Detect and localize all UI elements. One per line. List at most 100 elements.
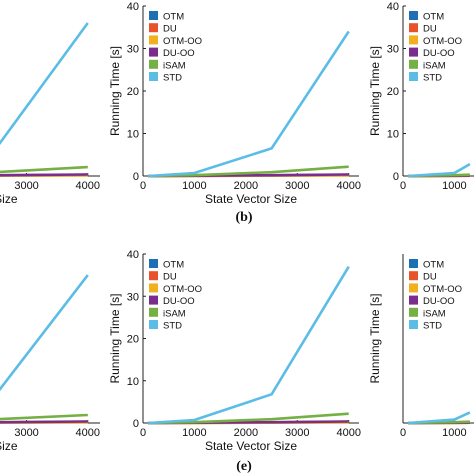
x-tick-label: 3000 <box>285 180 309 192</box>
legend-entry: OTM-OO <box>163 36 202 47</box>
legend-entry: STD <box>423 321 442 332</box>
x-tick-label: 4000 <box>336 427 360 439</box>
series-group <box>0 22 89 177</box>
y-tick-label: 0 <box>393 171 399 183</box>
x-tick-label: 1000 <box>182 180 206 192</box>
legend-entry: DU-OO <box>163 48 195 59</box>
y-tick-label: 0 <box>133 171 139 183</box>
x-tick-label: 1000 <box>442 427 466 439</box>
legend-entry: OTM-OO <box>163 284 202 295</box>
x-tick-label: 0 <box>400 427 406 439</box>
series-line-std <box>408 162 471 178</box>
x-axis-label: State Vector Size <box>205 192 297 206</box>
legend-entry: OTM <box>163 260 184 271</box>
legend-swatch <box>149 259 158 268</box>
caption-b: (b) <box>235 210 252 225</box>
legend-entry: DU <box>423 272 437 283</box>
y-tick-label: 40 <box>127 249 139 261</box>
series-line-isam <box>0 413 88 421</box>
series-group <box>148 266 350 425</box>
x-tick-label: 4000 <box>336 180 360 192</box>
x-tick-label: 4000 <box>76 427 100 439</box>
series-line-std <box>148 266 350 425</box>
chart-panel-e: 0 10 20 30 40 0 1000 2000 3000 4000 State Vector S… <box>108 249 361 453</box>
y-tick-label: 40 <box>127 1 139 13</box>
legend-entry: STD <box>423 73 442 84</box>
legend-entry: DU <box>163 272 177 283</box>
y-tick-label: 10 <box>127 376 139 388</box>
legend-swatch <box>409 72 418 81</box>
y-tick-label: 0 <box>133 418 139 430</box>
y-tick-label: 10 <box>127 129 139 141</box>
series-group <box>408 162 471 178</box>
x-tick-label: 3000 <box>285 427 309 439</box>
legend-swatch <box>409 47 418 57</box>
legend-entry: STD <box>163 321 182 332</box>
x-axis-label: State Vector Size <box>205 439 297 453</box>
legend-entry: STD <box>163 73 182 84</box>
legend-entry: OTM-OO <box>423 284 462 295</box>
x-tick-label: 2000 <box>234 180 258 192</box>
y-tick-label: 10 <box>387 129 399 141</box>
chart-panel-d: 3000 4000 State Vector Size <box>0 274 100 453</box>
series-line-std <box>408 411 471 425</box>
y-tick-label: 30 <box>127 291 139 303</box>
legend-swatch <box>149 295 158 305</box>
x-axis-label: State Vector Size <box>0 192 18 206</box>
x-tick-label: 0 <box>140 427 146 439</box>
legend-swatch <box>149 35 158 45</box>
legend-entry: iSAM <box>163 60 186 71</box>
series-line-std <box>148 30 350 178</box>
series-line-du-oo <box>0 173 88 177</box>
legend-entry: iSAM <box>423 60 446 71</box>
y-tick-label: 20 <box>127 86 139 98</box>
chart-panel-b: 0 10 20 30 40 0 1000 2000 3000 4000 State Vector S… <box>108 1 361 206</box>
legend-entry: OTM-OO <box>423 36 462 47</box>
x-tick-label: 3000 <box>14 427 38 439</box>
series-line-std <box>0 22 89 146</box>
y-tick-label: 20 <box>387 86 399 98</box>
legend-swatch <box>409 59 418 69</box>
y-axis-label: Running Time [s] <box>368 46 382 136</box>
legend-entry: DU-OO <box>423 296 455 307</box>
series-line-isam <box>0 165 88 174</box>
y-tick-label: 30 <box>387 44 399 56</box>
legend-swatch <box>409 271 418 281</box>
y-tick-label: 20 <box>127 334 139 346</box>
legend-swatch <box>409 283 418 293</box>
legend-entry: OTM <box>423 12 444 23</box>
y-axis-label: Running Time [s] <box>108 293 122 383</box>
x-tick-label: 0 <box>140 180 146 192</box>
x-tick-label: 2000 <box>234 427 258 439</box>
legend-swatch <box>409 11 418 20</box>
legend-swatch <box>149 72 158 81</box>
legend-entry: DU-OO <box>423 48 455 59</box>
legend-swatch <box>149 320 158 329</box>
legend-entry: OTM <box>423 260 444 271</box>
series-group <box>148 30 350 178</box>
legend-swatch <box>149 307 158 317</box>
legend-swatch <box>149 23 158 33</box>
legend-swatch <box>409 307 418 317</box>
legend-swatch <box>149 283 158 293</box>
y-tick-label: 30 <box>127 44 139 56</box>
legend-swatch <box>409 23 418 33</box>
legend-swatch <box>409 35 418 45</box>
legend-entry: iSAM <box>423 308 446 319</box>
legend-swatch <box>149 47 158 57</box>
x-tick-label: 0 <box>400 180 406 192</box>
legend-swatch <box>149 59 158 69</box>
x-tick-label: 1000 <box>182 427 206 439</box>
legend-entry: DU <box>163 24 177 35</box>
legend-entry: OTM <box>163 12 184 23</box>
chart-panel-f: 0 1000 Running Time [s] OTMDUOTM-OODU-OOiSA… <box>368 254 474 439</box>
legend-swatch <box>409 259 418 268</box>
y-axis-label: Running Time [s] <box>368 293 382 383</box>
legend-entry: iSAM <box>163 308 186 319</box>
legend-swatch <box>149 271 158 281</box>
x-tick-label: 3000 <box>14 180 38 192</box>
chart-panel-a: 3000 4000 State Vector Size <box>0 22 100 206</box>
caption-e: (e) <box>236 459 252 474</box>
y-tick-label: 40 <box>387 1 399 13</box>
